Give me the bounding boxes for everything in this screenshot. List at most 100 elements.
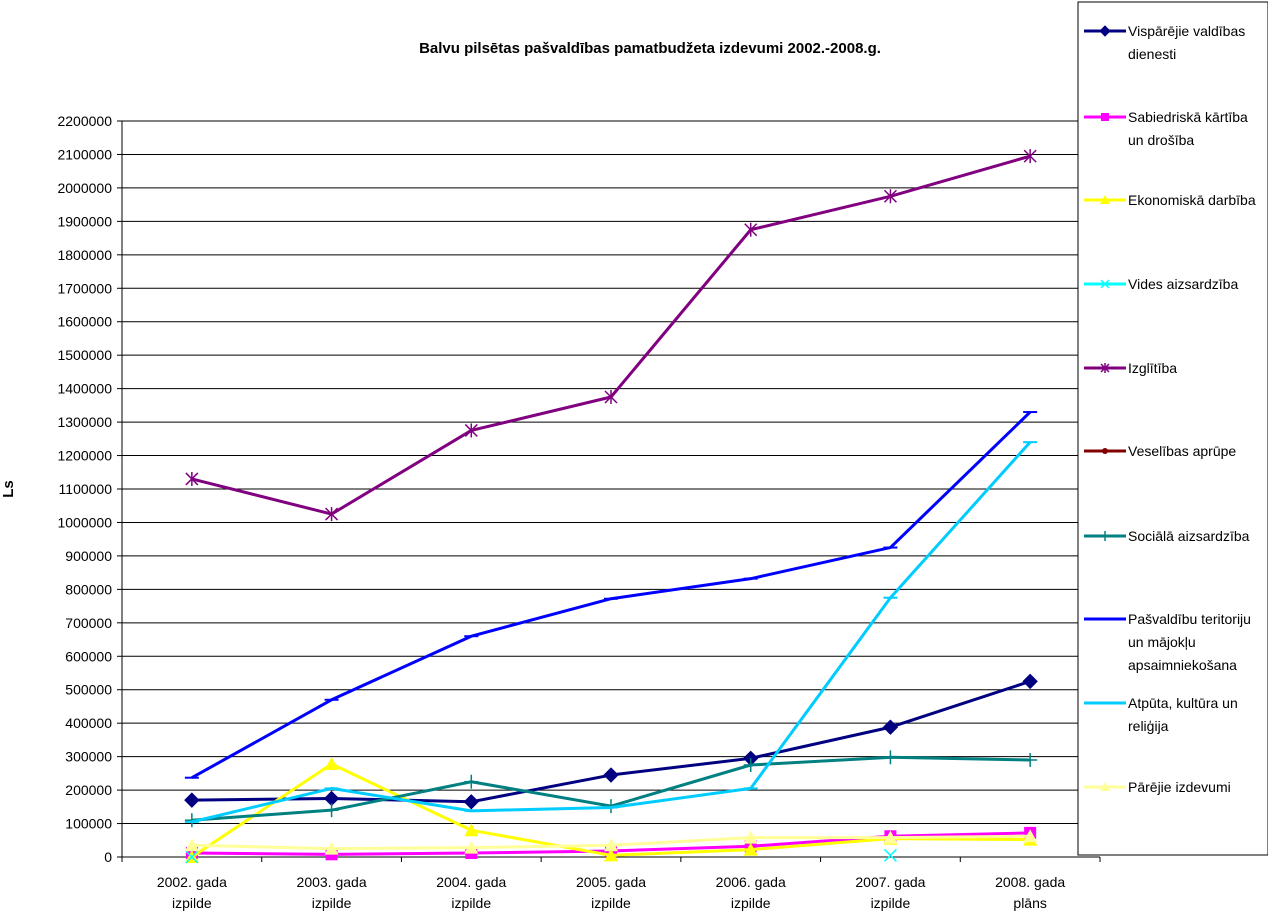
series-5 [185,149,1037,522]
y-tick-label: 500000 [65,682,112,698]
series-layer [184,149,1038,864]
x-tick-label: izpilde [871,895,911,911]
legend-label: Pārējie izdevumi [1128,779,1231,795]
data-point [464,423,478,438]
data-point [1099,25,1111,37]
marker-diamond [882,719,899,735]
y-tick-label: 1200000 [57,448,112,464]
data-point [464,823,479,837]
marker-triangle [464,823,479,837]
data-point [604,390,618,404]
marker-diamond [603,767,619,783]
marker-x [883,848,897,862]
series-4 [185,848,897,864]
marker-square [1101,113,1109,121]
y-tick-label: 1100000 [59,481,113,497]
y-tick-label: 2200000 [57,113,112,129]
series-1 [184,673,1038,810]
data-point [324,803,339,818]
data-point [883,189,897,204]
y-tick-label: 1900000 [57,213,112,229]
data-point [1023,752,1038,767]
x-tick-label: 2005. gada [576,874,646,890]
data-point [1101,113,1109,121]
marker-triangle [324,756,339,770]
marker-triangle [604,848,618,862]
y-tick-label: 1400000 [57,381,112,397]
legend-entry: Sabiedriskā kārtība un drošība [1084,109,1248,148]
x-tick-label: izpilde [312,895,352,911]
y-tick-label: 1300000 [57,414,112,430]
legend-label: Sabiedriskā kārtība [1128,109,1248,125]
gridlines [122,120,1100,825]
data-point [743,758,758,772]
data-point [1022,673,1038,690]
legend-label: Veselības aprūpe [1128,443,1236,459]
data-point [1023,149,1037,164]
marker-circle [1102,448,1108,454]
y-tick-label: 400000 [65,715,112,731]
legend-entry: Sociālā aizsardzība [1084,528,1250,544]
data-point [1100,531,1110,541]
series-9 [184,441,1038,824]
data-point [604,838,618,852]
y-tick-label: 300000 [65,749,112,765]
legend-label: Pašvaldību teritoriju [1128,611,1251,627]
y-tick-label: 1500000 [57,347,112,363]
data-point [325,507,339,522]
y-tick-label: 2000000 [57,180,112,196]
x-tick-label: 2006. gada [716,874,786,890]
x-tick-label: 2008. gada [995,874,1065,890]
marker-triangle [1100,782,1110,791]
x-tick-label: 2002. gada [157,874,227,890]
marker-triangle [604,838,618,852]
marker-triangle [883,830,898,844]
chart-title: Balvu pilsētas pašvaldības pamatbudžeta … [419,40,881,57]
data-point [604,848,618,862]
legend-box [1077,1,1268,856]
data-point [464,774,479,789]
y-tick-label: 600000 [65,648,112,664]
legend-label: apsaimniekošana [1128,657,1237,673]
legend-entry: Ekonomiskā darbība [1084,192,1256,208]
x-tick-label: 2007. gada [855,874,925,890]
y-axis-ticks: 0 100000 200000 300000 400000 500000 600000 700… [57,113,122,865]
data-point [1100,279,1110,289]
y-tick-label: 800000 [65,581,112,597]
y-axis-label: Ls [0,480,17,498]
y-tick-label: 1800000 [57,247,112,263]
data-point [185,471,199,486]
marker-triangle [324,841,339,855]
legend-label: Atpūta, kultūra un [1128,695,1238,711]
marker-diamond [184,792,200,808]
marker-triangle [743,842,758,856]
y-tick-label: 900000 [65,548,112,564]
marker-triangle [1023,829,1038,843]
marker-triangle [1100,195,1110,204]
legend-entry: Vispārējie valdības dienesti [1084,23,1245,62]
marker-triangle [184,838,199,852]
data-point [464,840,479,854]
legend-entry: Vides aizsardzība [1084,276,1238,292]
legend-label: un mājokļu [1128,634,1196,650]
legend-label: Izglītība [1128,360,1177,376]
y-tick-label: 200000 [65,782,112,798]
marker-diamond [1022,673,1038,690]
data-point [184,792,200,808]
legend-entry: Veselības aprūpe [1084,443,1236,459]
marker-triangle [464,840,479,854]
data-point [743,830,758,844]
y-tick-label: 1700000 [57,280,112,296]
y-tick-label: 2100000 [57,146,112,162]
legend-entry: Pašvaldību teritoriju un mājokļu apsaimnie… [1084,611,1251,673]
data-point [882,719,899,735]
series-line [191,154,1031,516]
data-point [603,767,619,783]
x-tick-label: izpilde [451,895,491,911]
legend-label: Vispārējie valdības [1128,23,1245,39]
marker-diamond [463,794,479,810]
data-point [883,848,897,862]
data-point [185,850,199,864]
marker-x [1100,279,1110,289]
